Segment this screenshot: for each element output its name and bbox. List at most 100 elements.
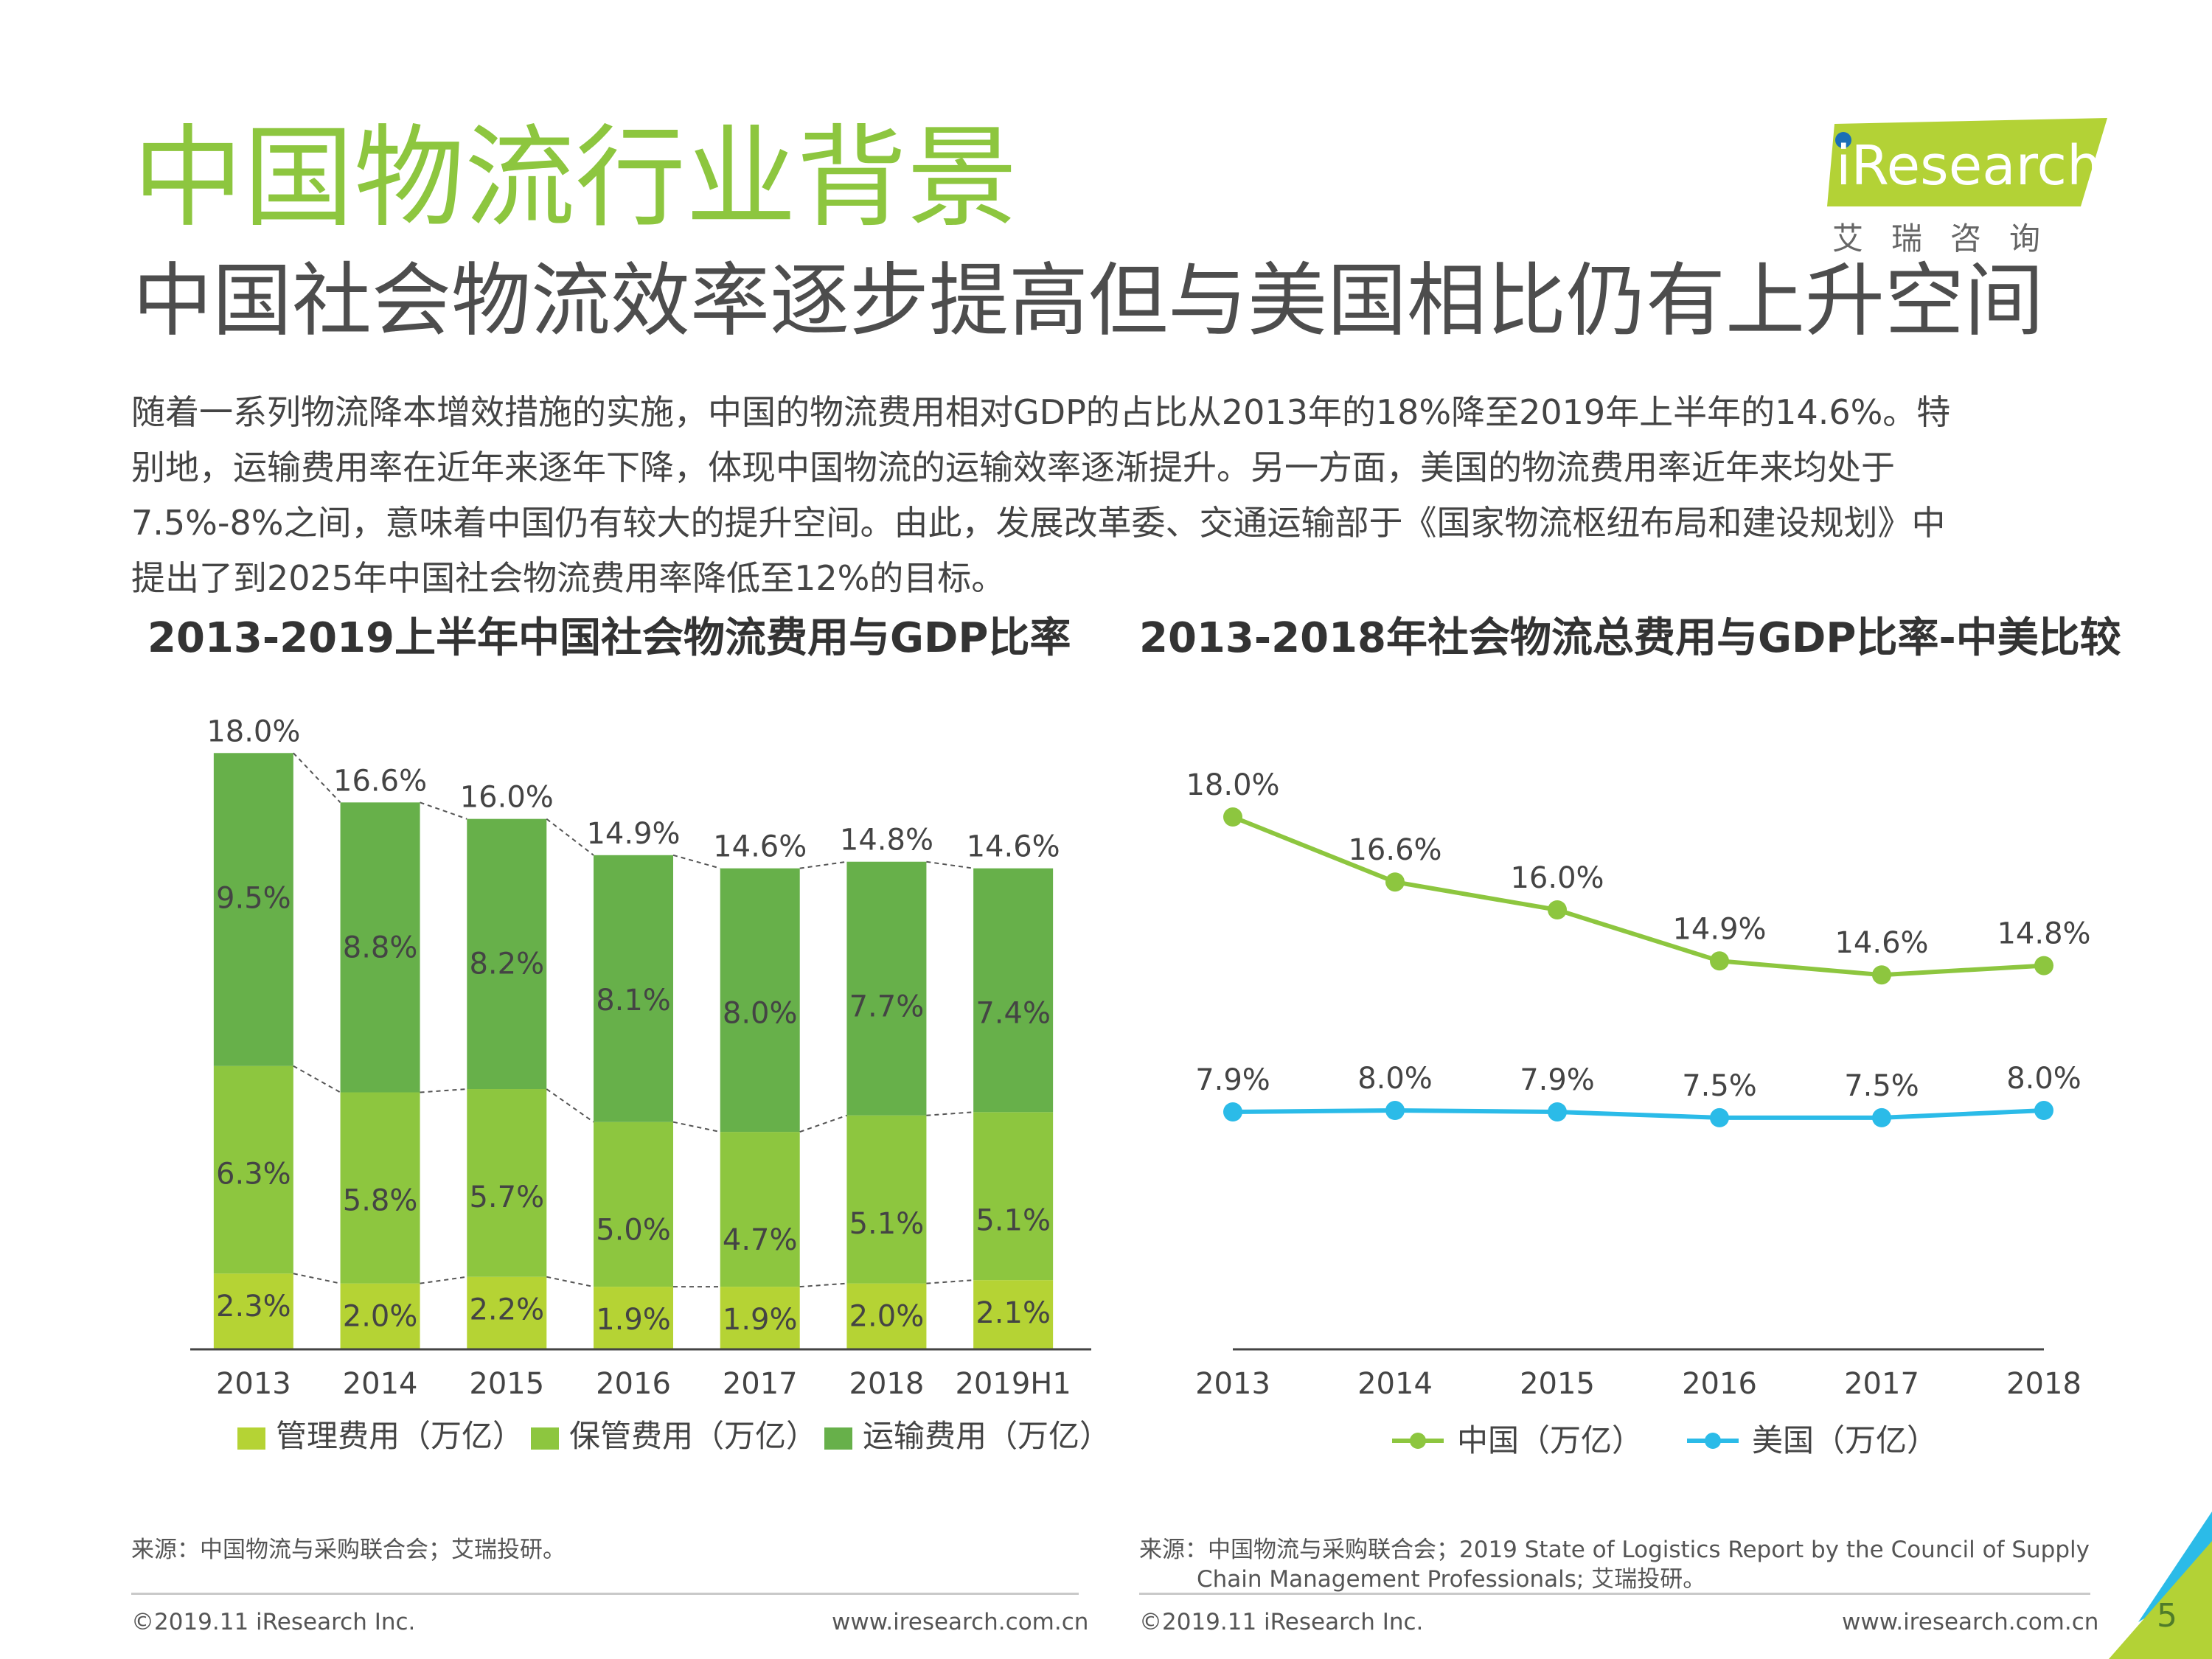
footer-website-link[interactable]: www.iresearch.com.cn <box>832 1609 1089 1635</box>
x-tick-label: 2017 <box>723 1367 798 1401</box>
dashed-connector <box>799 860 847 869</box>
bar-segment <box>467 818 547 1090</box>
x-tick-label: 2015 <box>469 1367 544 1401</box>
bar-segment <box>213 1273 293 1349</box>
legend-swatch <box>531 1427 559 1450</box>
segment-label: 5.8% <box>343 1183 418 1217</box>
dashed-connector <box>926 1279 974 1284</box>
x-tick-label: 2014 <box>343 1367 418 1401</box>
data-label: 8.0% <box>1357 1062 1433 1096</box>
data-point <box>1385 1101 1405 1121</box>
segment-label: 1.9% <box>723 1303 798 1337</box>
bar-segment <box>846 861 927 1116</box>
bar-segment <box>720 1132 800 1287</box>
corner-decoration <box>2109 1512 2212 1659</box>
dashed-connector <box>546 818 594 856</box>
logo-wordmark: iResearch <box>1836 134 2101 198</box>
dashed-connector <box>420 1276 467 1284</box>
total-label: 16.0% <box>460 781 554 815</box>
bar-segment <box>213 753 293 1066</box>
x-tick-label: 2019H1 <box>955 1367 1071 1401</box>
data-point <box>1548 900 1567 919</box>
segment-label: 2.0% <box>849 1300 925 1334</box>
segment-label: 2.2% <box>469 1293 544 1327</box>
data-label: 7.5% <box>1682 1069 1757 1103</box>
legend-label: 中国（万亿） <box>1457 1422 1643 1458</box>
segment-label: 2.3% <box>216 1290 291 1324</box>
dashed-connector <box>926 1111 974 1116</box>
left-chart-title: 2013-2019上半年中国社会物流费用与GDP比率 <box>147 614 1071 662</box>
segment-label: 8.0% <box>723 997 798 1031</box>
data-point <box>1710 1107 1729 1127</box>
dashed-connector <box>293 1065 341 1093</box>
x-tick-label: 2016 <box>1682 1367 1757 1401</box>
bar-segment <box>467 1089 547 1277</box>
dashed-connector <box>799 1114 847 1133</box>
total-label: 14.6% <box>967 830 1060 864</box>
data-label: 16.6% <box>1348 833 1441 867</box>
source-line: Chain Management Professionals; 艾瑞投研。 <box>1197 1566 1706 1593</box>
segment-label: 2.0% <box>343 1300 418 1334</box>
segment-label: 1.9% <box>596 1303 671 1337</box>
bar-segment <box>340 802 420 1093</box>
bar-segment <box>973 1280 1054 1349</box>
segment-label: 8.1% <box>596 984 671 1018</box>
source-line: 来源：中国物流与采购联合会；2019 State of Logistics Re… <box>1139 1537 2090 1563</box>
dashed-connector <box>420 801 467 820</box>
segment-label: 2.1% <box>975 1296 1051 1330</box>
data-point <box>1872 1107 1891 1127</box>
x-tick-label: 2016 <box>596 1367 671 1401</box>
series-line <box>1231 815 2045 978</box>
data-point <box>1223 807 1242 827</box>
total-label: 14.6% <box>713 830 807 864</box>
dashed-connector <box>799 1282 847 1288</box>
data-point <box>1223 1102 1242 1121</box>
legend-label: 保管费用（万亿） <box>569 1418 817 1454</box>
footer-copyright: ©2019.11 iResearch Inc. <box>1139 1609 1424 1635</box>
page-subtitle: 中国社会物流效率逐步提高但与美国相比仍有上升空间 <box>133 255 2045 347</box>
bar-segment <box>973 868 1054 1113</box>
data-label: 18.0% <box>1186 768 1279 802</box>
segment-label: 6.3% <box>216 1158 291 1192</box>
segment-label: 7.4% <box>975 997 1051 1031</box>
bar-segment <box>594 855 673 1122</box>
data-point <box>2034 1101 2053 1121</box>
segment-label: 5.1% <box>849 1207 925 1241</box>
dashed-connector <box>672 854 720 869</box>
legend-label: 运输费用（万亿） <box>863 1418 1106 1454</box>
x-tick-label: 2018 <box>2006 1367 2081 1401</box>
dashed-connector <box>672 1121 720 1133</box>
iresearch-logo <box>1827 118 2107 206</box>
x-tick-label: 2015 <box>1520 1367 1595 1401</box>
footer-website-link[interactable]: www.iresearch.com.cn <box>1842 1609 2099 1635</box>
data-label: 16.0% <box>1510 861 1604 895</box>
total-label: 18.0% <box>206 714 300 748</box>
footer-divider <box>1139 1593 2090 1595</box>
segment-label: 5.0% <box>596 1214 671 1248</box>
dashed-connector <box>293 752 341 803</box>
page-number: 5 <box>2157 1597 2177 1635</box>
segment-label: 8.2% <box>469 947 544 981</box>
intro-paragraph: 随着一系列物流降本增效措施的实施，中国的物流费用相对GDP的占比从2013年的1… <box>131 385 2093 606</box>
bar-segment <box>467 1276 547 1349</box>
bar-segment <box>720 868 800 1133</box>
total-label: 16.6% <box>333 764 427 798</box>
bar-segment <box>340 1092 420 1284</box>
segment-label: 5.1% <box>975 1203 1051 1237</box>
data-label: 8.0% <box>2006 1062 2081 1096</box>
x-tick-label: 2018 <box>849 1367 925 1401</box>
left-source-note: 来源：中国物流与采购联合会；艾瑞投研。 <box>131 1537 566 1563</box>
data-label: 14.6% <box>1834 926 1928 960</box>
dashed-connector <box>420 1088 467 1093</box>
data-point <box>2034 956 2053 975</box>
segment-label: 4.7% <box>723 1223 798 1257</box>
data-point <box>1548 1102 1567 1121</box>
legend-label: 美国（万亿） <box>1752 1422 1938 1458</box>
page-title: 中国物流行业背景 <box>133 114 1018 243</box>
legend-swatch <box>824 1427 852 1450</box>
footer-divider <box>131 1593 1079 1595</box>
legend-swatch <box>237 1427 265 1450</box>
legend-marker <box>1410 1433 1426 1449</box>
segment-label: 8.8% <box>343 931 418 964</box>
bar-segment <box>846 1283 927 1349</box>
